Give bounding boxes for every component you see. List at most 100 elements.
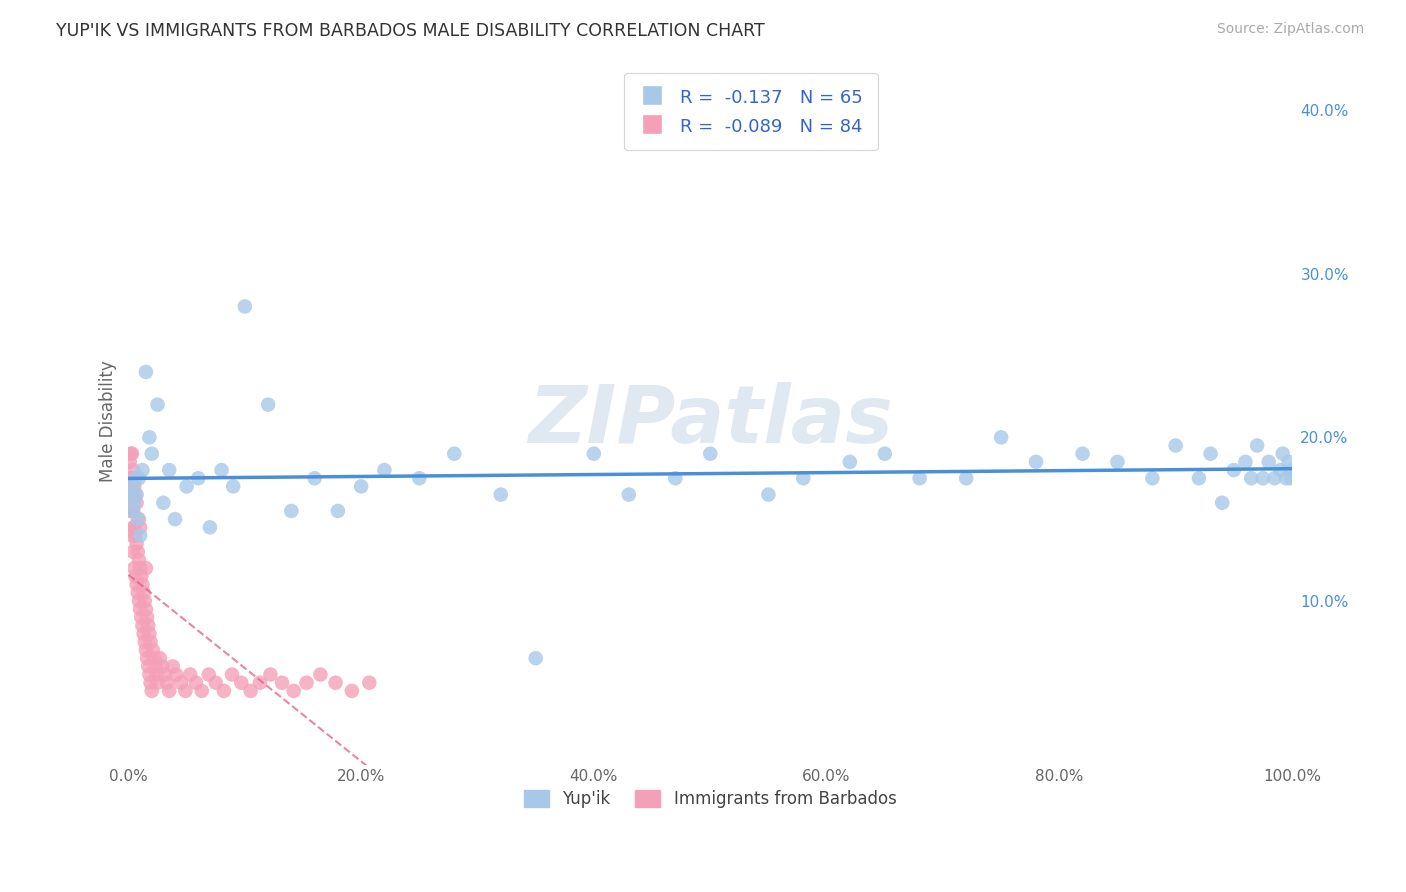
- Point: [489, 487, 512, 501]
- Point: [135, 643, 157, 657]
- Point: [122, 504, 145, 518]
- Point: [157, 684, 180, 698]
- Point: [118, 487, 141, 501]
- Y-axis label: Male Disability: Male Disability: [100, 360, 117, 482]
- Point: [792, 471, 814, 485]
- Point: [121, 487, 143, 501]
- Point: [124, 528, 146, 542]
- Point: [1275, 471, 1298, 485]
- Point: [309, 667, 332, 681]
- Point: [1240, 471, 1263, 485]
- Point: [139, 675, 162, 690]
- Point: [524, 651, 547, 665]
- Point: [141, 447, 163, 461]
- Point: [135, 365, 157, 379]
- Point: [127, 586, 149, 600]
- Point: [136, 610, 159, 624]
- Point: [699, 447, 721, 461]
- Point: [125, 487, 148, 501]
- Point: [325, 675, 347, 690]
- Point: [128, 553, 150, 567]
- Point: [350, 479, 373, 493]
- Point: [127, 545, 149, 559]
- Point: [359, 675, 381, 690]
- Point: [131, 618, 153, 632]
- Text: ZIPatlas: ZIPatlas: [527, 382, 893, 460]
- Point: [239, 684, 262, 698]
- Point: [139, 635, 162, 649]
- Point: [758, 487, 780, 501]
- Point: [143, 659, 166, 673]
- Text: YUP'IK VS IMMIGRANTS FROM BARBADOS MALE DISABILITY CORRELATION CHART: YUP'IK VS IMMIGRANTS FROM BARBADOS MALE …: [56, 22, 765, 40]
- Point: [124, 561, 146, 575]
- Point: [157, 463, 180, 477]
- Point: [156, 675, 179, 690]
- Point: [143, 651, 166, 665]
- Point: [124, 569, 146, 583]
- Point: [138, 667, 160, 681]
- Point: [138, 430, 160, 444]
- Point: [176, 479, 198, 493]
- Point: [146, 675, 169, 690]
- Point: [145, 667, 167, 681]
- Point: [121, 528, 143, 542]
- Point: [1246, 438, 1268, 452]
- Point: [121, 447, 143, 461]
- Point: [340, 684, 363, 698]
- Point: [136, 618, 159, 632]
- Point: [231, 675, 253, 690]
- Point: [221, 667, 243, 681]
- Point: [124, 520, 146, 534]
- Point: [1142, 471, 1164, 485]
- Point: [1107, 455, 1129, 469]
- Point: [122, 520, 145, 534]
- Point: [125, 536, 148, 550]
- Point: [838, 455, 860, 469]
- Point: [1234, 455, 1257, 469]
- Point: [212, 684, 235, 698]
- Point: [118, 455, 141, 469]
- Point: [120, 504, 142, 518]
- Point: [1277, 455, 1299, 469]
- Point: [373, 463, 395, 477]
- Point: [129, 520, 152, 534]
- Point: [125, 496, 148, 510]
- Point: [124, 496, 146, 510]
- Point: [1257, 455, 1279, 469]
- Point: [128, 471, 150, 485]
- Point: [124, 471, 146, 485]
- Point: [271, 675, 294, 690]
- Point: [135, 602, 157, 616]
- Point: [249, 675, 271, 690]
- Point: [124, 479, 146, 493]
- Point: [1279, 471, 1302, 485]
- Point: [184, 675, 207, 690]
- Point: [129, 602, 152, 616]
- Point: [197, 667, 219, 681]
- Point: [163, 512, 186, 526]
- Point: [1188, 471, 1211, 485]
- Point: [134, 635, 156, 649]
- Point: [121, 479, 143, 493]
- Point: [138, 626, 160, 640]
- Point: [304, 471, 326, 485]
- Point: [222, 479, 245, 493]
- Point: [280, 504, 302, 518]
- Point: [129, 561, 152, 575]
- Point: [1211, 496, 1233, 510]
- Point: [1164, 438, 1187, 452]
- Legend: Yup'ik, Immigrants from Barbados: Yup'ik, Immigrants from Barbados: [517, 783, 903, 814]
- Point: [259, 667, 281, 681]
- Point: [1025, 455, 1047, 469]
- Point: [118, 496, 141, 510]
- Point: [131, 463, 153, 477]
- Point: [165, 667, 187, 681]
- Point: [326, 504, 349, 518]
- Point: [124, 487, 146, 501]
- Point: [873, 447, 896, 461]
- Point: [120, 479, 142, 493]
- Point: [122, 463, 145, 477]
- Point: [990, 430, 1012, 444]
- Point: [122, 504, 145, 518]
- Point: [664, 471, 686, 485]
